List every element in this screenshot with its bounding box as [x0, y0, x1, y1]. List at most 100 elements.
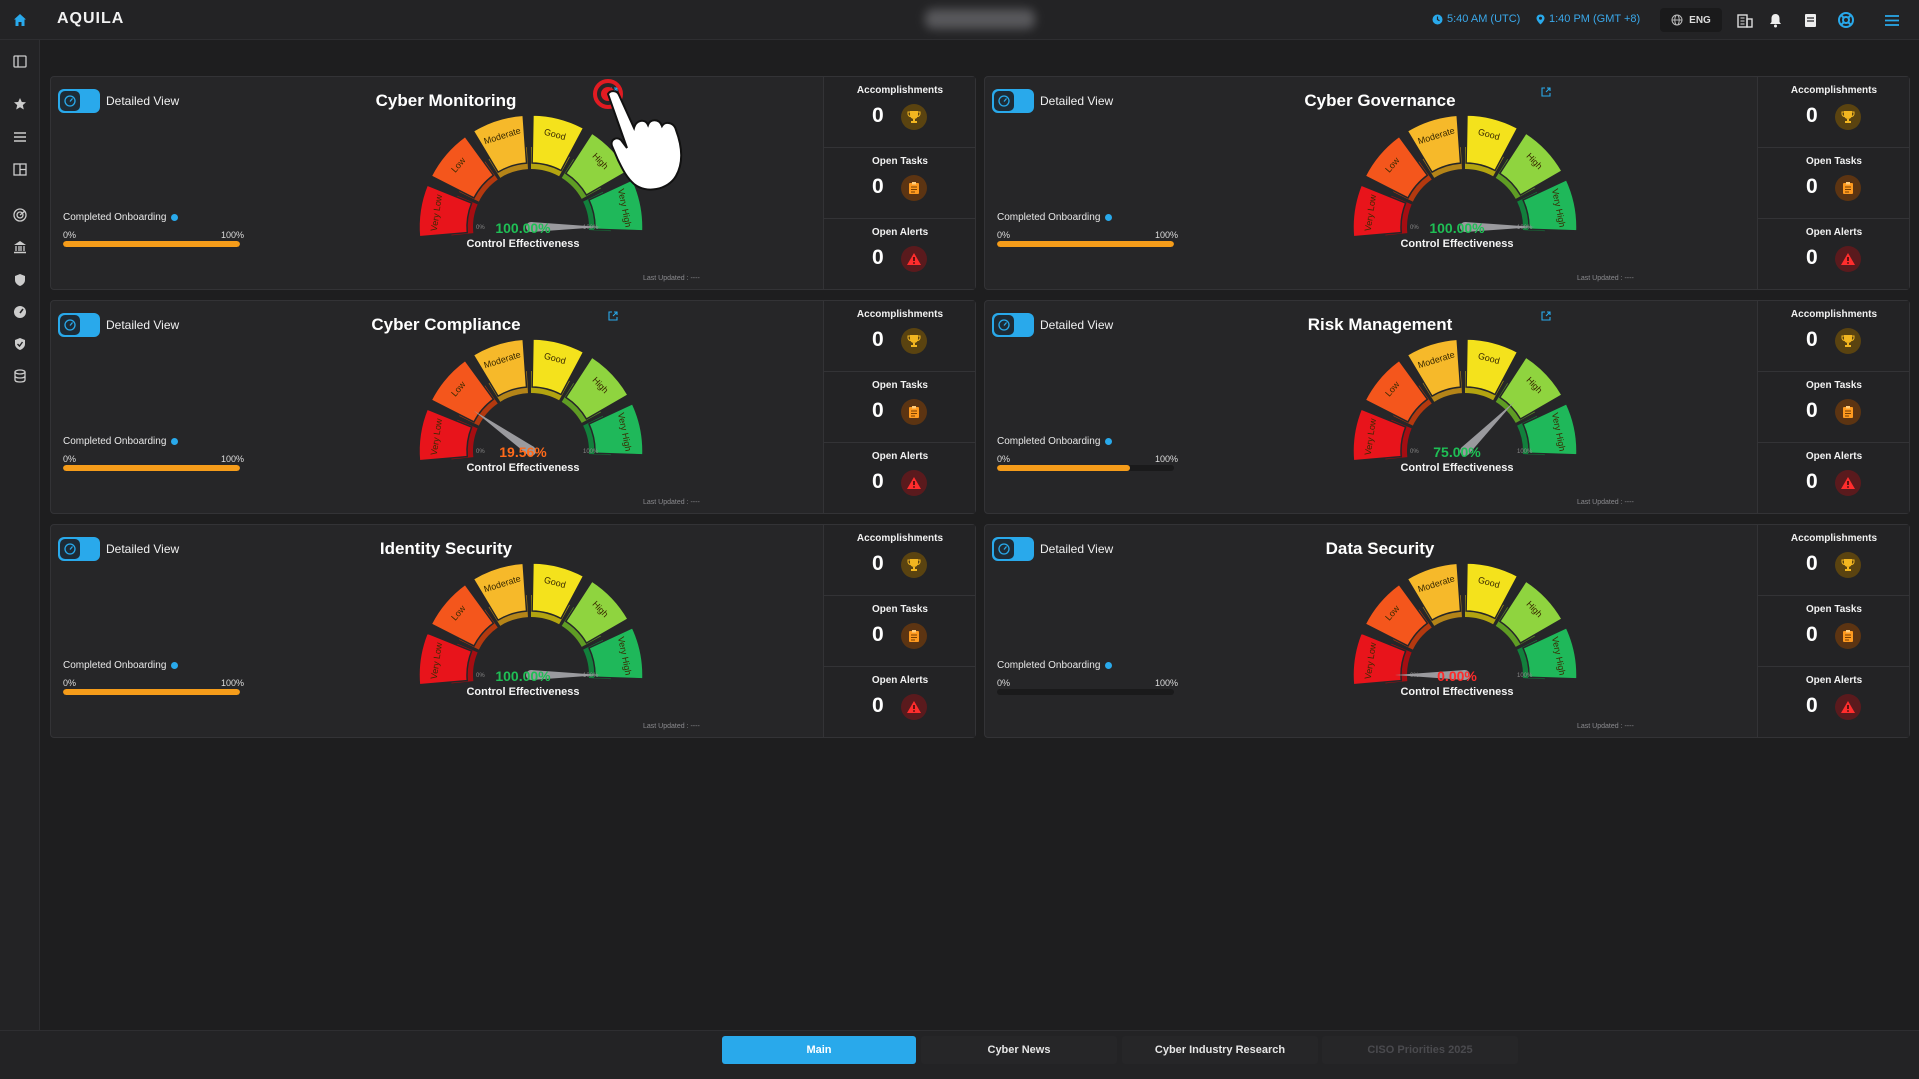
detailed-view-toggle[interactable]	[58, 89, 100, 113]
sidebar-panel-button[interactable]	[12, 53, 28, 69]
onboarding-min: 0%	[63, 678, 77, 688]
clipboard-icon	[909, 630, 919, 642]
gauge-min-label: 0%	[476, 673, 485, 679]
gauge-max-label: 100%	[1517, 225, 1533, 231]
stat-value: 0	[1806, 399, 1818, 422]
gauge-toggle-icon	[998, 95, 1010, 107]
sidebar-gauge-button[interactable]	[12, 304, 28, 320]
detailed-view-toggle[interactable]	[58, 537, 100, 561]
menu-button[interactable]	[1884, 12, 1900, 28]
building-button[interactable]	[1737, 12, 1753, 28]
stat-value: 0	[1806, 175, 1818, 198]
stat-label: Open Alerts	[1805, 227, 1863, 238]
gauge-max-label: 100%	[583, 225, 599, 231]
detailed-view-label: Detailed View	[1040, 318, 1114, 332]
home-button[interactable]	[0, 0, 40, 40]
notifications-button[interactable]	[1767, 12, 1783, 28]
onboarding-progress-fill	[63, 241, 240, 247]
stat-value: 0	[1806, 552, 1818, 575]
stat-open-tasks[interactable]: Open Tasks 0	[1758, 147, 1910, 217]
onboarding-min: 0%	[997, 230, 1011, 240]
sidebar-radar-button[interactable]	[12, 207, 28, 223]
detailed-view-toggle[interactable]	[992, 537, 1034, 561]
sidebar-layout-button[interactable]	[12, 161, 28, 177]
info-icon[interactable]	[1105, 662, 1113, 669]
effectiveness-value: 19.56%	[499, 444, 547, 460]
stat-accomplishments[interactable]: Accomplishments 0	[1758, 77, 1910, 147]
info-icon[interactable]	[171, 214, 179, 221]
external-link-icon[interactable]	[1541, 311, 1551, 321]
stat-value: 0	[872, 470, 884, 493]
stat-icon-badge	[1835, 328, 1861, 354]
onboarding-label-text: Completed Onboarding	[997, 660, 1101, 671]
toggle-knob	[994, 539, 1014, 559]
hamburger-menu-icon	[1885, 14, 1899, 26]
gauge-max-label: 100%	[583, 449, 599, 455]
stat-accomplishments[interactable]: Accomplishments 0	[1758, 525, 1910, 595]
stat-accomplishments[interactable]: Accomplishments 0	[824, 525, 976, 595]
stat-value: 0	[1806, 246, 1818, 269]
dashboard-card: Detailed View Risk Management Very Low Lo…	[984, 300, 1910, 514]
support-button[interactable]	[1838, 12, 1854, 28]
stat-open-alerts[interactable]: Open Alerts 0	[1758, 666, 1910, 736]
onboarding-label: Completed Onboarding	[63, 436, 179, 447]
bank-icon	[14, 241, 26, 254]
stat-open-tasks[interactable]: Open Tasks 0	[1758, 371, 1910, 441]
info-icon[interactable]	[171, 662, 179, 669]
language-selector[interactable]: ENG	[1660, 8, 1722, 32]
stat-value: 0	[872, 246, 884, 269]
stat-icon-badge	[901, 694, 927, 720]
stat-label: Open Tasks	[1806, 380, 1862, 391]
detailed-view-toggle[interactable]	[58, 313, 100, 337]
onboarding-progress	[63, 689, 240, 695]
stat-open-alerts[interactable]: Open Alerts 0	[824, 442, 976, 512]
sidebar-governance-button[interactable]	[12, 239, 28, 255]
stat-icon-badge	[1835, 175, 1861, 201]
stat-value: 0	[1806, 104, 1818, 127]
tab-cyber-industry-research[interactable]: Cyber Industry Research	[1122, 1036, 1318, 1064]
stat-icon-badge	[901, 470, 927, 496]
stat-value: 0	[872, 399, 884, 422]
effectiveness-label: Control Effectiveness	[1400, 686, 1514, 698]
last-updated: Last Updated : ----	[1577, 723, 1634, 730]
sidebar-favorites-button[interactable]	[12, 96, 28, 112]
toggle-knob	[60, 539, 80, 559]
clipboard-icon	[1843, 182, 1853, 194]
sidebar-security-button[interactable]	[12, 272, 28, 288]
document-button[interactable]	[1802, 12, 1818, 28]
external-link-icon[interactable]	[608, 311, 618, 321]
detailed-view-toggle[interactable]	[992, 313, 1034, 337]
stat-accomplishments[interactable]: Accomplishments 0	[1758, 301, 1910, 371]
stat-open-alerts[interactable]: Open Alerts 0	[824, 218, 976, 288]
stat-icon-badge	[1835, 104, 1861, 130]
onboarding-min: 0%	[997, 678, 1011, 688]
effectiveness-value: 100.00%	[1429, 220, 1485, 236]
effectiveness-label: Control Effectiveness	[466, 686, 580, 698]
detailed-view-toggle[interactable]	[992, 89, 1034, 113]
stat-open-alerts[interactable]: Open Alerts 0	[824, 666, 976, 736]
sidebar-identity-button[interactable]	[12, 336, 28, 352]
stat-accomplishments[interactable]: Accomplishments 0	[824, 77, 976, 147]
list-icon	[14, 132, 26, 142]
stat-open-alerts[interactable]: Open Alerts 0	[1758, 442, 1910, 512]
stat-open-tasks[interactable]: Open Tasks 0	[824, 371, 976, 441]
onboarding-progress-fill	[997, 465, 1130, 471]
info-icon[interactable]	[171, 438, 179, 445]
stat-open-tasks[interactable]: Open Tasks 0	[824, 595, 976, 665]
info-icon[interactable]	[1105, 438, 1113, 445]
stat-accomplishments[interactable]: Accomplishments 0	[824, 301, 976, 371]
card-title: Risk Management	[1307, 315, 1453, 334]
sidebar-data-button[interactable]	[12, 368, 28, 384]
stat-open-tasks[interactable]: Open Tasks 0	[1758, 595, 1910, 665]
stat-open-alerts[interactable]: Open Alerts 0	[1758, 218, 1910, 288]
external-link-icon[interactable]	[1541, 87, 1551, 97]
sidebar-list-button[interactable]	[12, 129, 28, 145]
tab-main[interactable]: Main	[722, 1036, 916, 1064]
tab-ciso-priorities[interactable]: CISO Priorities 2025	[1322, 1036, 1518, 1064]
effectiveness-label: Control Effectiveness	[1400, 238, 1514, 250]
tab-cyber-news[interactable]: Cyber News	[921, 1036, 1117, 1064]
stat-open-tasks[interactable]: Open Tasks 0	[824, 147, 976, 217]
info-icon[interactable]	[1105, 214, 1113, 221]
card-title: Data Security	[1325, 539, 1435, 558]
